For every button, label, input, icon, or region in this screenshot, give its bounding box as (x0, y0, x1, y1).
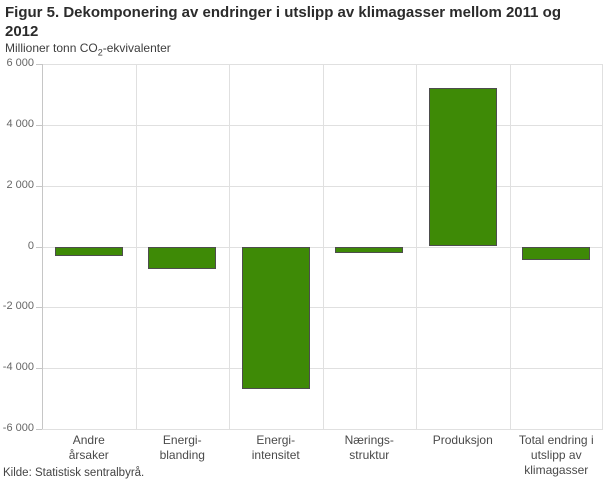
bar (241, 246, 310, 390)
chart-subtitle: Millioner tonn CO2-ekvivalenter (5, 41, 171, 58)
y-tick-label: 0 (27, 239, 34, 252)
plot-area (42, 64, 603, 430)
v-gridline (229, 64, 230, 429)
x-category-label: Nærings-struktur (344, 433, 394, 462)
x-category-label: Andre årsaker (68, 433, 109, 462)
y-axis-tick (36, 185, 42, 187)
y-axis-tick (36, 64, 42, 65)
bar (428, 88, 497, 247)
y-axis-tick (36, 368, 42, 370)
source-note: Kilde: Statistisk sentralbyrå. (3, 467, 145, 479)
v-gridline (135, 64, 137, 429)
y-axis-tick (36, 307, 42, 309)
x-category-label: Energi-intensitet (251, 433, 300, 462)
figure-title: Figur 5. Dekomponering av endringer i ut… (5, 4, 562, 40)
y-axis-tick (36, 429, 42, 430)
bar (54, 246, 123, 256)
y-tick-label: -4 000 (2, 361, 34, 374)
bar (522, 246, 591, 261)
y-axis-tick (36, 124, 42, 126)
x-category-label: Total endring i utslipp av klimagasser (518, 433, 594, 477)
v-gridline (602, 64, 603, 429)
y-axis-line (42, 64, 43, 429)
y-tick-label: 2 000 (6, 178, 34, 191)
x-category-label: Produksjon (432, 433, 493, 447)
x-category-label: Energi-blanding (159, 433, 205, 462)
v-gridline (322, 64, 324, 429)
v-gridline (509, 64, 511, 429)
y-tick-label: 6 000 (6, 57, 34, 69)
bar (335, 246, 404, 253)
y-axis-tick (36, 246, 42, 248)
y-tick-label: -2 000 (2, 300, 34, 313)
y-tick-label: -6 000 (2, 422, 34, 434)
v-gridline (416, 64, 417, 429)
h-gridline (42, 429, 603, 430)
y-tick-label: 4 000 (6, 117, 34, 130)
bar (148, 246, 217, 270)
